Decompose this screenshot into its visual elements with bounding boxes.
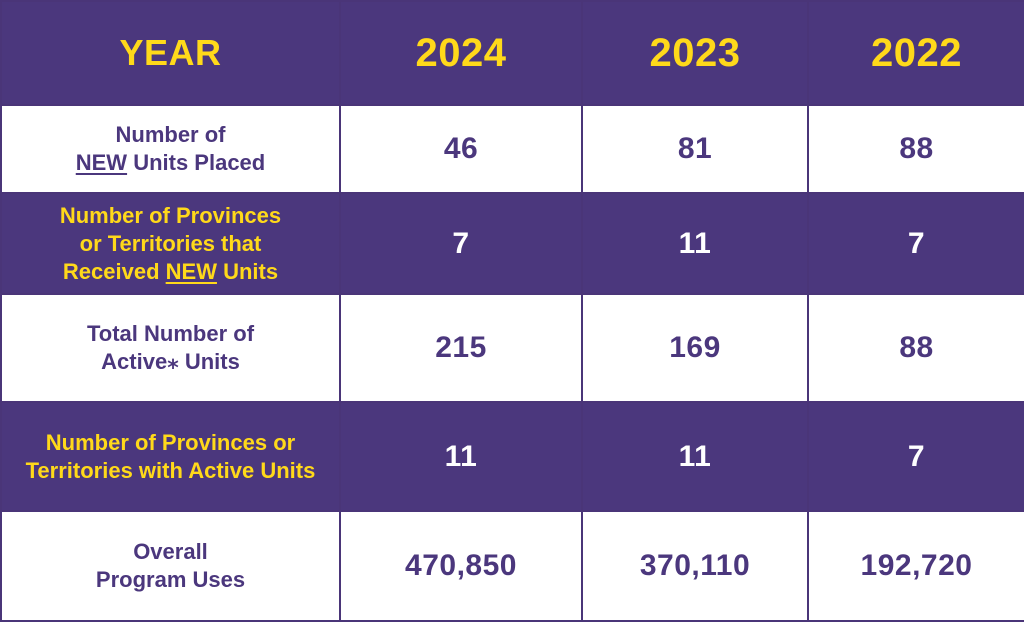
row-label-new-units-placed: Number of NEW Units Placed [0,104,341,194]
label-line: NEW Units Placed [8,149,333,177]
cell-2024: 11 [339,401,583,512]
table-row-new-units-placed: Number of NEW Units Placed 46 81 88 [0,104,1024,194]
column-header-2022: 2022 [807,0,1024,106]
cell-2023: 169 [581,293,809,403]
label-text: Active⁎ Units [101,349,240,374]
label-line: Number of Provinces or [8,429,333,457]
cell-2022: 7 [807,192,1024,295]
cell-2022: 88 [807,104,1024,194]
label-line: Program Uses [8,566,333,594]
label-line: or Territories that [8,230,333,258]
column-header-2024: 2024 [339,0,583,106]
cell-2024: 215 [339,293,583,403]
label-text: Received [62,258,166,284]
label-text: Number of [115,122,226,147]
label-text: Overall [133,539,208,564]
label-text: Total Number of [86,321,255,346]
label-line: Active⁎ Units [8,348,333,376]
label-text: Program Uses [95,567,246,592]
row-label-total-active-units: Total Number of Active⁎ Units [0,293,341,403]
label-text-emphasis: NEW [75,150,128,175]
label-text-emphasis: NEW [165,258,217,284]
label-text: Number of Provinces [59,202,282,228]
label-text: or Territories that [79,230,262,256]
cell-2022: 88 [807,293,1024,403]
row-label-overall-program-uses: Overall Program Uses [0,510,341,622]
cell-2023: 11 [581,192,809,295]
cell-2022: 7 [807,401,1024,512]
table-row-provinces-active-units: Number of Provinces or Territories with … [0,401,1024,512]
cell-2024: 470,850 [339,510,583,622]
table-row-total-active-units: Total Number of Active⁎ Units 215 169 88 [0,293,1024,403]
label-line: Total Number of [8,320,333,348]
cell-2024: 7 [339,192,583,295]
label-line: Number of [8,121,333,149]
row-label-provinces-active-units: Number of Provinces or Territories with … [0,401,341,512]
label-line: Overall [8,538,333,566]
label-text: Units Placed [127,150,266,175]
label-line: Territories with Active Units [8,457,333,485]
cell-2022: 192,720 [807,510,1024,622]
label-line: Received NEW Units [8,258,333,286]
cell-2023: 81 [581,104,809,194]
column-header-year: YEAR [0,0,341,106]
cell-2023: 11 [581,401,809,512]
table-row-provinces-new-units: Number of Provinces or Territories that … [0,192,1024,295]
cell-2023: 370,110 [581,510,809,622]
label-line: Number of Provinces [8,202,333,230]
label-text: Territories with Active Units [25,457,316,483]
table-row-overall-program-uses: Overall Program Uses 470,850 370,110 192… [0,510,1024,622]
cell-2024: 46 [339,104,583,194]
label-text: Number of Provinces or [45,429,296,455]
column-header-2023: 2023 [581,0,809,106]
row-label-provinces-new-units: Number of Provinces or Territories that … [0,192,341,295]
label-text: Units [216,258,279,284]
header-row: YEAR 2024 2023 2022 [0,0,1024,106]
